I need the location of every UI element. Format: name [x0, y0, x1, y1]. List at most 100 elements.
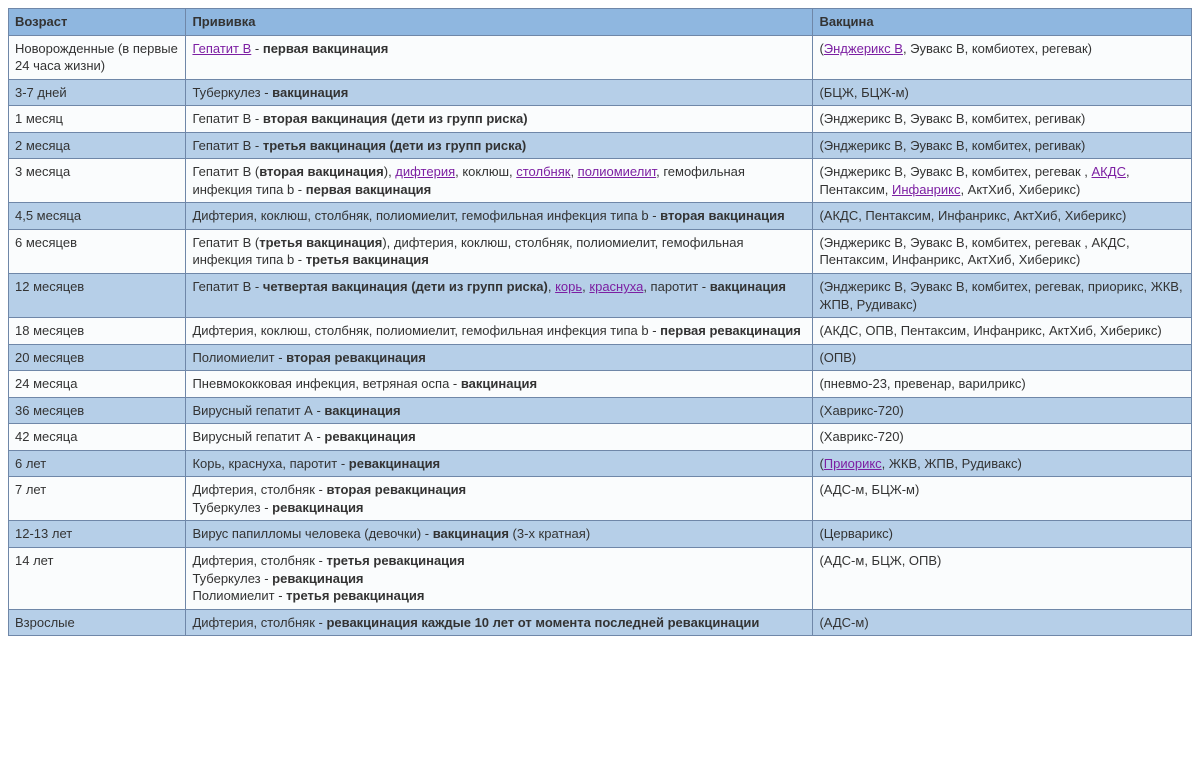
cell-age: 42 месяца — [9, 424, 186, 451]
cell-vaccine: (Энджерикс В, Эувакс В, комбитех, регива… — [813, 106, 1192, 133]
cell-vaccine: (АКДС, Пентаксим, Инфанрикс, АктХиб, Хиб… — [813, 203, 1192, 230]
table-row: 6 летКорь, краснуха, паротит - ревакцина… — [9, 450, 1192, 477]
cell-vaccination: Дифтерия, коклюш, столбняк, полиомиелит,… — [186, 203, 813, 230]
bold-text: ревакцинация — [349, 456, 440, 471]
cell-vaccine: (АКДС, ОПВ, Пентаксим, Инфанрикс, АктХиб… — [813, 318, 1192, 345]
table-row: 7 летДифтерия, столбняк - вторая ревакци… — [9, 477, 1192, 521]
cell-age: 12 месяцев — [9, 274, 186, 318]
bold-text: вторая ревакцинация — [286, 350, 426, 365]
cell-age: 18 месяцев — [9, 318, 186, 345]
cell-vaccine: (АДС-м, БЦЖ-м) — [813, 477, 1192, 521]
bold-text: вакцинация — [461, 376, 537, 391]
bold-text: третья вакцинация — [259, 235, 382, 250]
cell-vaccination: Вирусный гепатит А - вакцинация — [186, 397, 813, 424]
cell-age: 1 месяц — [9, 106, 186, 133]
cell-vaccine: (Церварикс) — [813, 521, 1192, 548]
table-row: 6 месяцевГепатит В (третья вакцинация), … — [9, 229, 1192, 273]
cell-age: 24 месяца — [9, 371, 186, 398]
bold-text: четвертая вакцинация (дети из групп риск… — [263, 279, 548, 294]
cell-age: Взрослые — [9, 609, 186, 636]
cell-age: 6 лет — [9, 450, 186, 477]
bold-text: вторая вакцинация — [259, 164, 384, 179]
table-row: 12-13 летВирус папилломы человека (девоч… — [9, 521, 1192, 548]
col-header-vaccination: Прививка — [186, 9, 813, 36]
table-row: 2 месяцаГепатит В - третья вакцинация (д… — [9, 132, 1192, 159]
bold-text: вторая вакцинация — [660, 208, 785, 223]
cell-age: 6 месяцев — [9, 229, 186, 273]
cell-vaccination: Пневмококковая инфекция, ветряная оспа -… — [186, 371, 813, 398]
term-link[interactable]: Гепатит В — [192, 41, 251, 56]
bold-text: вторая ревакцинация — [326, 482, 466, 497]
cell-vaccination: Вирусный гепатит А - ревакцинация — [186, 424, 813, 451]
cell-age: 2 месяца — [9, 132, 186, 159]
cell-age: 7 лет — [9, 477, 186, 521]
cell-vaccination: Гепатит В - четвертая вакцинация (дети и… — [186, 274, 813, 318]
col-header-age: Возраст — [9, 9, 186, 36]
bold-text: третья ревакцинация — [286, 588, 424, 603]
cell-vaccine: (Хаврикс-720) — [813, 424, 1192, 451]
cell-age: Новорожденные (в первые 24 часа жизни) — [9, 35, 186, 79]
bold-text: вакцинация — [710, 279, 786, 294]
bold-text: вакцинация — [272, 85, 348, 100]
cell-vaccination: Дифтерия, коклюш, столбняк, полиомиелит,… — [186, 318, 813, 345]
cell-vaccination: Полиомиелит - вторая ревакцинация — [186, 344, 813, 371]
term-link[interactable]: Инфанрикс — [892, 182, 960, 197]
bold-text: ревакцинация — [324, 429, 415, 444]
term-link[interactable]: корь — [555, 279, 582, 294]
cell-vaccination: Дифтерия, столбняк - третья ревакцинация… — [186, 548, 813, 610]
cell-vaccine: (БЦЖ, БЦЖ-м) — [813, 79, 1192, 106]
col-header-vaccine: Вакцина — [813, 9, 1192, 36]
term-link[interactable]: столбняк — [516, 164, 570, 179]
cell-vaccination: Гепатит В - первая вакцинация — [186, 35, 813, 79]
cell-vaccine: (Энджерикс В, Эувакс В, комбитех, регева… — [813, 229, 1192, 273]
table-row: 20 месяцевПолиомиелит - вторая ревакцина… — [9, 344, 1192, 371]
cell-age: 36 месяцев — [9, 397, 186, 424]
cell-vaccination: Корь, краснуха, паротит - ревакцинация — [186, 450, 813, 477]
cell-vaccine: (пневмо-23, превенар, варилрикс) — [813, 371, 1192, 398]
bold-text: вакцинация — [433, 526, 509, 541]
bold-text: вторая вакцинация (дети из групп риска) — [263, 111, 528, 126]
cell-age: 14 лет — [9, 548, 186, 610]
cell-age: 12-13 лет — [9, 521, 186, 548]
bold-text: первая ревакцинация — [660, 323, 801, 338]
cell-vaccine: (Приорикс, ЖКВ, ЖПВ, Рудивакс) — [813, 450, 1192, 477]
cell-vaccination: Дифтерия, столбняк - вторая ревакцинация… — [186, 477, 813, 521]
cell-age: 4,5 месяца — [9, 203, 186, 230]
table-row: 3 месяцаГепатит В (вторая вакцинация), д… — [9, 159, 1192, 203]
cell-vaccine: (Хаврикс-720) — [813, 397, 1192, 424]
bold-text: третья ревакцинация — [326, 553, 464, 568]
cell-age: 20 месяцев — [9, 344, 186, 371]
vaccination-schedule-table: Возраст Прививка Вакцина Новорожденные (… — [8, 8, 1192, 636]
term-link[interactable]: Энджерикс В — [824, 41, 903, 56]
table-header-row: Возраст Прививка Вакцина — [9, 9, 1192, 36]
cell-vaccine: (АДС-м, БЦЖ, ОПВ) — [813, 548, 1192, 610]
cell-vaccination: Гепатит В (третья вакцинация), дифтерия,… — [186, 229, 813, 273]
cell-vaccination: Гепатит В (вторая вакцинация), дифтерия,… — [186, 159, 813, 203]
table-row: 4,5 месяцаДифтерия, коклюш, столбняк, по… — [9, 203, 1192, 230]
cell-vaccination: Гепатит В - вторая вакцинация (дети из г… — [186, 106, 813, 133]
table-row: 3-7 днейТуберкулез - вакцинация(БЦЖ, БЦЖ… — [9, 79, 1192, 106]
term-link[interactable]: краснуха — [589, 279, 643, 294]
term-link[interactable]: полиомиелит — [578, 164, 656, 179]
term-link[interactable]: Приорикс — [824, 456, 882, 471]
cell-age: 3 месяца — [9, 159, 186, 203]
bold-text: первая вакцинация — [306, 182, 431, 197]
bold-text: вакцинация — [324, 403, 400, 418]
cell-vaccine: (Энджерикс В, Эувакс В, комбитех, регива… — [813, 132, 1192, 159]
table-row: 36 месяцевВирусный гепатит А - вакцинаци… — [9, 397, 1192, 424]
term-link[interactable]: дифтерия — [395, 164, 455, 179]
cell-vaccine: (АДС-м) — [813, 609, 1192, 636]
bold-text: первая вакцинация — [263, 41, 388, 56]
table-row: 18 месяцевДифтерия, коклюш, столбняк, по… — [9, 318, 1192, 345]
table-row: 42 месяцаВирусный гепатит А - ревакцинац… — [9, 424, 1192, 451]
cell-vaccine: (ОПВ) — [813, 344, 1192, 371]
cell-vaccination: Дифтерия, столбняк - ревакцинация каждые… — [186, 609, 813, 636]
table-row: 24 месяцаПневмококковая инфекция, ветрян… — [9, 371, 1192, 398]
term-link[interactable]: АКДС — [1092, 164, 1126, 179]
table-row: 1 месяцГепатит В - вторая вакцинация (де… — [9, 106, 1192, 133]
table-row: Новорожденные (в первые 24 часа жизни)Ге… — [9, 35, 1192, 79]
bold-text: третья вакцинация (дети из групп риска) — [263, 138, 526, 153]
table-row: ВзрослыеДифтерия, столбняк - ревакцинаци… — [9, 609, 1192, 636]
table-row: 14 летДифтерия, столбняк - третья ревакц… — [9, 548, 1192, 610]
table-row: 12 месяцевГепатит В - четвертая вакцинац… — [9, 274, 1192, 318]
